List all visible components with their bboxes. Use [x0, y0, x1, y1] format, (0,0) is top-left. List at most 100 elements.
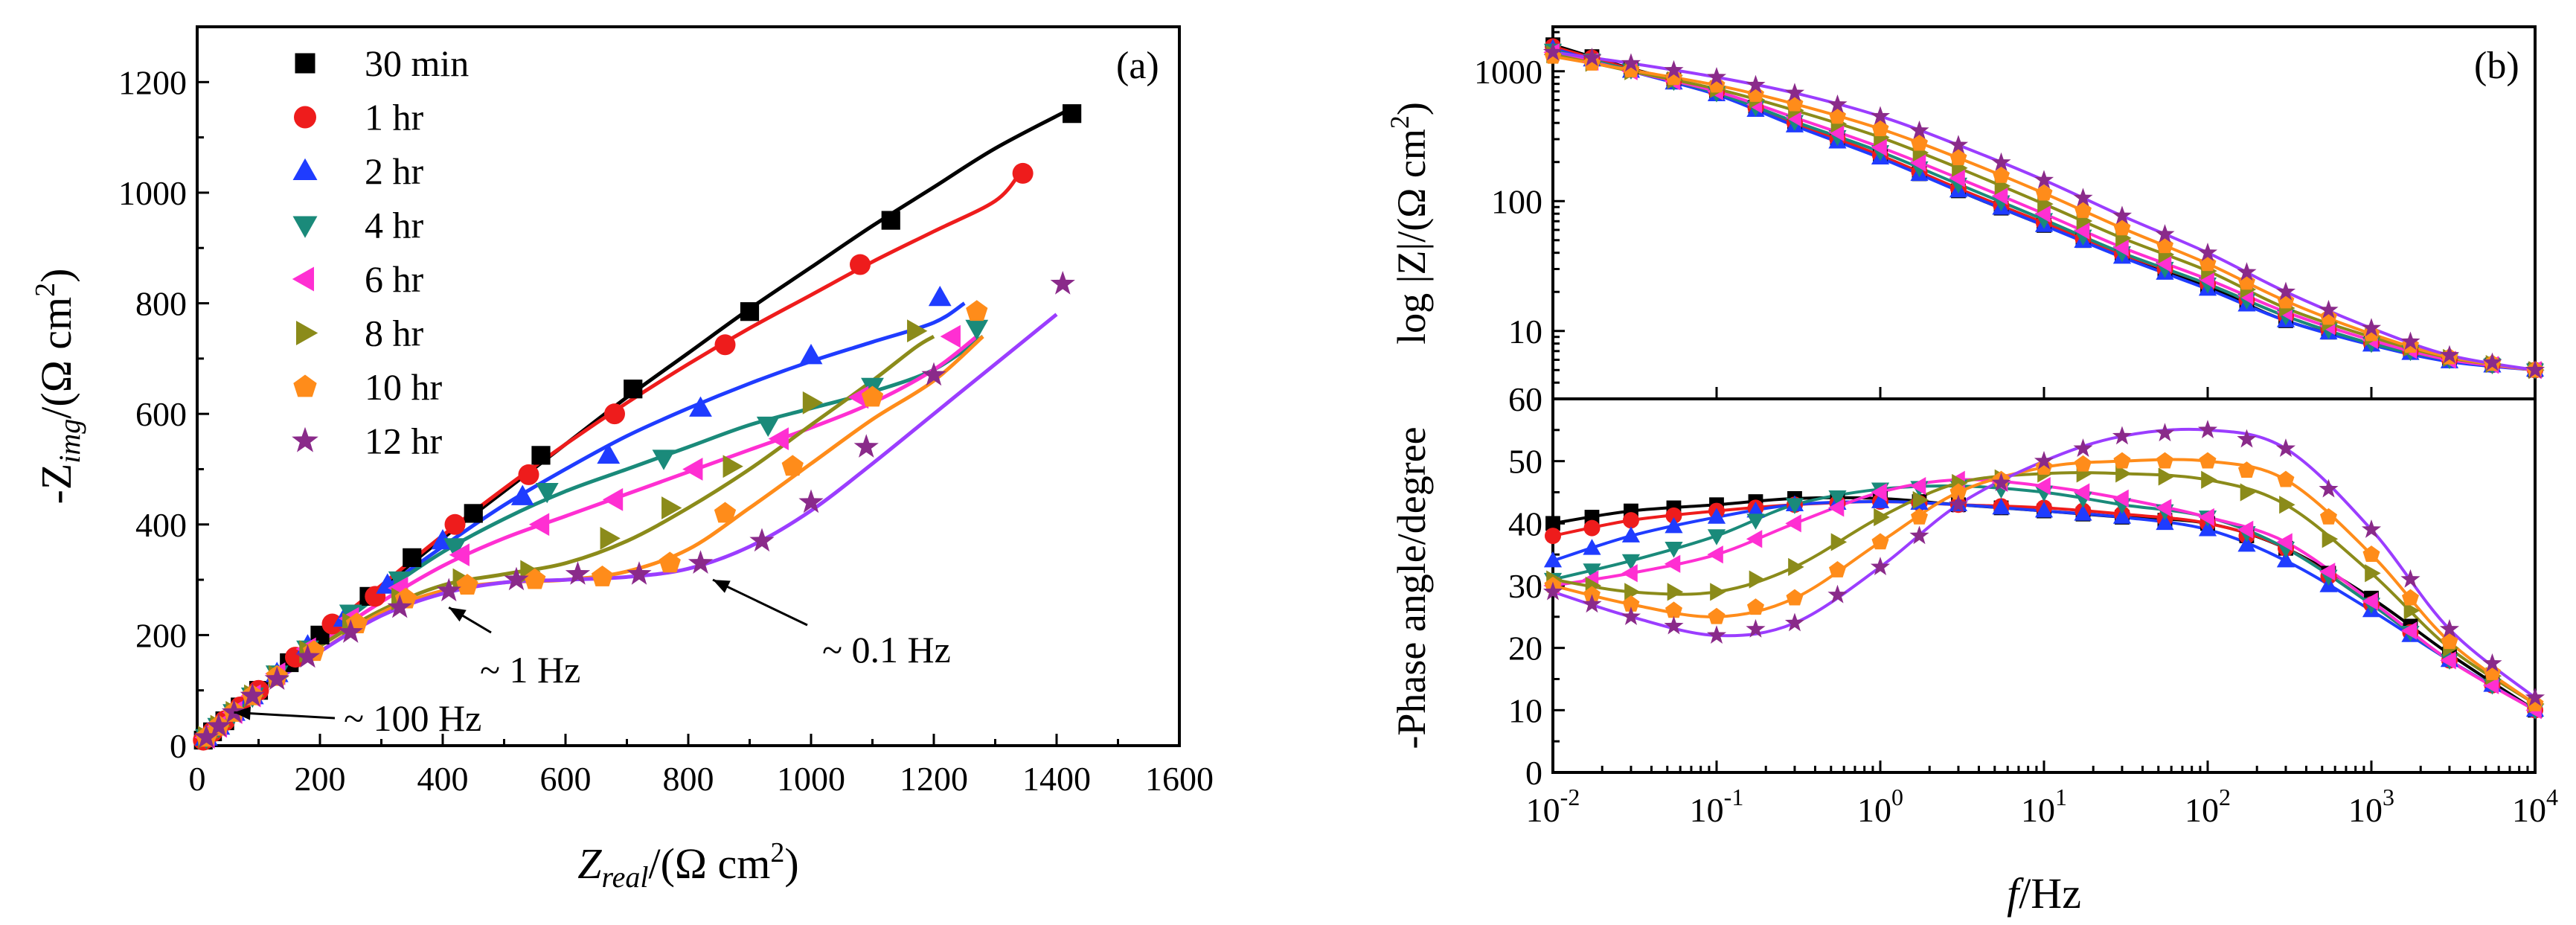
bode-x-tick-label: 10-1: [1690, 784, 1744, 829]
legend-marker-1-hr: [294, 106, 316, 129]
data-point-12-hr: [295, 644, 321, 668]
data-point-10-hr: [456, 574, 478, 595]
bode-phase-point-12-hr: [1827, 584, 1848, 604]
bode-phase-point-10-hr: [1708, 607, 1726, 624]
bode-phase-point-12-hr: [2034, 450, 2054, 470]
bode-phase-point-6-hr: [2112, 489, 2129, 508]
bode-phase-point-8-hr: [1667, 583, 1684, 601]
bode-mag-point-6-hr: [1827, 123, 1845, 142]
arrow-100hz-arrowhead: [234, 706, 251, 720]
data-point-30-min: [624, 380, 643, 399]
bode-mag-point-10-hr: [1622, 61, 1640, 78]
bode-phase-y-tick-label: 40: [1508, 505, 1542, 542]
data-point-8-hr: [600, 526, 621, 550]
bode-phase-point-2-hr: [1707, 508, 1726, 524]
data-point-1-hr: [444, 513, 466, 535]
bode-mag-point-12-hr: [1542, 42, 1563, 61]
bode-phase-point-6-hr: [1871, 483, 1887, 502]
bode-phase-point-4-hr: [1785, 498, 1804, 514]
nyquist-y-axis-label: -Zimg/(Ω cm2): [30, 269, 86, 505]
bode-phase-point-8-hr: [1912, 490, 1929, 510]
arrow-0.1hz-line: [712, 578, 808, 627]
y-tick-label: 0: [170, 727, 187, 765]
bode-phase-point-2-hr: [1621, 526, 1641, 542]
bode-phase-point-6-hr: [2155, 499, 2172, 517]
bode-phase-point-12-hr: [2155, 423, 2175, 442]
x-tick-label: 1000: [777, 760, 845, 798]
bode-phase-point-1-hr: [1665, 507, 1682, 524]
data-point-6-hr: [528, 513, 550, 537]
bode-mag-point-12-hr: [1582, 47, 1602, 66]
arrow-100hz-line: [234, 711, 336, 720]
bode-mag-point-10-hr: [2319, 308, 2337, 325]
data-point-4-hr: [756, 416, 780, 438]
bode-mag-point-12-hr: [2319, 299, 2339, 319]
bode-mag-point-6-hr: [1949, 169, 1965, 188]
data-point-10-hr: [524, 568, 546, 589]
data-point-12-hr: [688, 550, 714, 574]
bode-mag-point-10-hr: [1786, 95, 1804, 112]
y-tick-label: 800: [135, 285, 187, 323]
bode-phase-point-10-hr: [2319, 508, 2337, 525]
bode-phase-point-12-hr: [2319, 478, 2339, 498]
data-point-10-hr: [781, 455, 804, 476]
x-tick-label: 200: [295, 760, 346, 798]
data-point-30-min: [881, 211, 900, 230]
x-tick-label: 600: [540, 760, 592, 798]
bode-mag-point-6-hr: [2112, 238, 2129, 257]
data-point-12-hr: [627, 561, 652, 585]
bode-phase-point-6-hr: [1746, 530, 1763, 548]
bode-phase-point-12-hr: [1542, 581, 1563, 601]
bode-x-tick-label: 102: [2185, 784, 2231, 829]
bode-phase-point-10-hr: [2441, 633, 2458, 650]
bode-phase-point-2-hr: [1871, 492, 1890, 508]
bode-x-tick-label: 103: [2348, 784, 2394, 829]
bode-phase-point-10-hr: [2237, 461, 2255, 478]
bode-mag-point-12-hr: [2034, 170, 2054, 189]
data-point-6-hr: [602, 487, 624, 511]
bode-mag-point-10-hr: [2074, 201, 2092, 218]
legend-marker-12-hr: [292, 426, 318, 452]
bode-mag-point-10-hr: [2035, 184, 2053, 201]
bode-phase-point-12-hr: [2237, 429, 2257, 448]
bode-mag-point-6-hr: [2034, 205, 2051, 223]
bode-mag-point-12-hr: [2361, 318, 2382, 337]
bode-phase-y-tick-label: 50: [1508, 443, 1542, 481]
bode-phase-point-10-hr: [2362, 545, 2380, 562]
legend-marker-2-hr: [292, 158, 318, 180]
bode-phase-point-12-hr: [1948, 494, 1969, 513]
bode-phase-point-2-hr: [2156, 513, 2174, 531]
bode-phase-point-12-hr: [2197, 420, 2218, 438]
data-point-12-hr: [921, 362, 946, 386]
bode-mag-y-tick-label: 100: [1491, 182, 1542, 220]
bode-phase-point-10-hr: [2526, 694, 2544, 711]
data-point-1-hr: [714, 334, 736, 356]
bode-phase-point-12-hr: [2482, 653, 2502, 672]
bode-phase-point-10-hr: [2401, 589, 2419, 606]
legend-marker-10-hr: [293, 374, 317, 397]
bode-phase-point-8-hr: [1749, 570, 1766, 589]
data-point-12-hr: [436, 577, 461, 602]
bode-phase-point-4-hr: [1828, 490, 1847, 507]
bode-phase-point-6-hr: [2276, 533, 2293, 551]
bode-phase-point-10-hr: [2199, 452, 2217, 469]
bode-mag-point-6-hr: [2155, 254, 2172, 272]
bode-phase-point-12-hr: [2112, 426, 2133, 445]
data-point-12-hr: [221, 699, 247, 723]
bode-phase-fit-30-min: [1552, 496, 2537, 712]
bode-phase-point-6-hr: [2073, 483, 2090, 502]
x-tick-label: 400: [417, 760, 469, 798]
bode-mag-point-12-hr: [1870, 106, 1891, 125]
bode-phase-point-12-hr: [2400, 569, 2420, 588]
bode-phase-point-2-hr: [1992, 498, 2011, 515]
nyquist-x-axis-label: Zreal/(Ω cm2): [577, 837, 798, 894]
data-point-12-hr: [798, 489, 824, 513]
data-point-30-min: [531, 446, 551, 465]
bode-phase-point-1-hr: [1622, 512, 1639, 529]
bode-mag-point-6-hr: [1909, 153, 1926, 172]
bode-phase-point-12-hr: [1582, 594, 1602, 613]
bode-mag-y-tick-label: 10: [1508, 313, 1542, 351]
x-tick-label: 1400: [1022, 760, 1091, 798]
bode-mag-y-tick-label: 1000: [1474, 53, 1542, 91]
